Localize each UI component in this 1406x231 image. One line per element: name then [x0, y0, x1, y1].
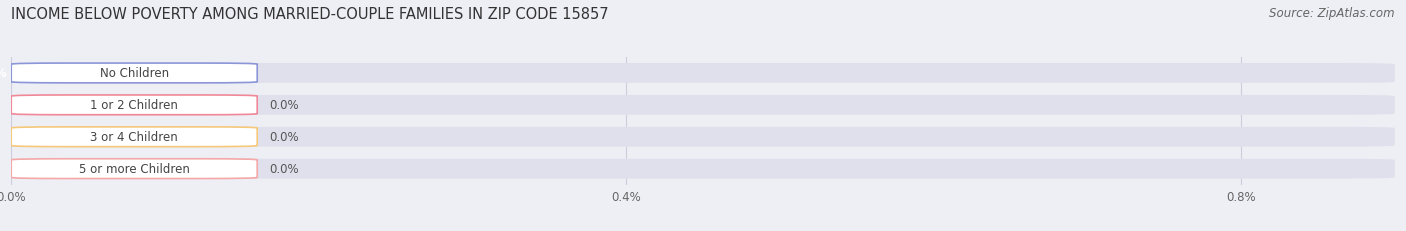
- FancyBboxPatch shape: [11, 127, 1395, 147]
- Text: 0.0%: 0.0%: [270, 162, 299, 175]
- Text: No Children: No Children: [100, 67, 169, 80]
- FancyBboxPatch shape: [11, 96, 1395, 115]
- FancyBboxPatch shape: [0, 64, 65, 83]
- FancyBboxPatch shape: [11, 127, 257, 147]
- FancyBboxPatch shape: [11, 64, 257, 83]
- Text: 5 or more Children: 5 or more Children: [79, 162, 190, 175]
- Text: 0.0%: 0.0%: [270, 131, 299, 144]
- FancyBboxPatch shape: [11, 159, 1395, 179]
- Text: INCOME BELOW POVERTY AMONG MARRIED-COUPLE FAMILIES IN ZIP CODE 15857: INCOME BELOW POVERTY AMONG MARRIED-COUPL…: [11, 7, 609, 22]
- FancyBboxPatch shape: [11, 159, 257, 179]
- Text: 1 or 2 Children: 1 or 2 Children: [90, 99, 179, 112]
- Text: 3 or 4 Children: 3 or 4 Children: [90, 131, 179, 144]
- Text: Source: ZipAtlas.com: Source: ZipAtlas.com: [1270, 7, 1395, 20]
- Text: 0.0%: 0.0%: [270, 99, 299, 112]
- FancyBboxPatch shape: [11, 96, 257, 115]
- Text: 0.72%: 0.72%: [0, 67, 7, 80]
- FancyBboxPatch shape: [11, 64, 1395, 83]
